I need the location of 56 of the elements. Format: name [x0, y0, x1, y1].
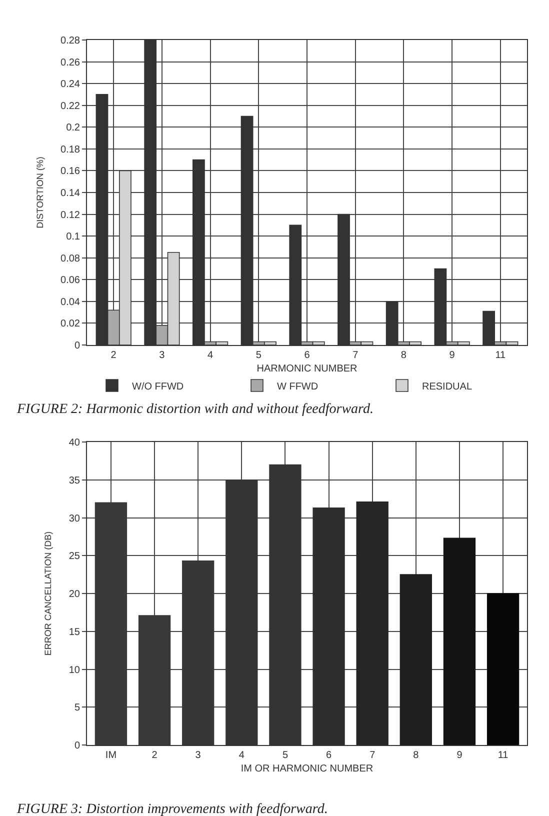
- x-tick-label: 8: [400, 350, 407, 361]
- x-tick-label: 3: [159, 350, 166, 361]
- y-tick-label: 0.08: [60, 253, 80, 264]
- y-tick-label: 0.06: [60, 275, 80, 286]
- bar: [400, 574, 432, 745]
- y-tick-label: 0: [74, 340, 80, 352]
- y-axis-title: DISTORTION (%): [34, 156, 45, 228]
- y-tick-label: 30: [68, 513, 80, 524]
- legend-label: W/O FFWD: [132, 381, 184, 392]
- y-tick-label: 0.16: [60, 166, 80, 178]
- x-tick-label: 2: [110, 350, 117, 361]
- y-tick-label: 15: [68, 626, 80, 638]
- x-tick-label: 5: [256, 350, 262, 361]
- y-tick-label: 10: [68, 664, 80, 676]
- x-tick-label: 3: [195, 750, 202, 761]
- x-tick-label: 5: [282, 750, 288, 761]
- bar: [486, 593, 520, 745]
- y-tick-label: 0.02: [60, 318, 80, 330]
- x-tick-label: 2: [152, 750, 158, 761]
- y-tick-label: 0.18: [60, 144, 80, 156]
- x-axis-title: HARMONIC NUMBER: [256, 364, 358, 374]
- x-tick-label: 6: [326, 750, 332, 761]
- x-tick-label: 4: [238, 750, 245, 761]
- bar: [356, 501, 388, 745]
- x-axis-title: IM OR HARMONIC NUMBER: [240, 764, 374, 774]
- x-tick-label: 4: [208, 350, 214, 361]
- caption: FIGURE 3: Distortion improvements with feedforward.: [16, 802, 328, 816]
- y-tick-label: 0.1: [66, 232, 80, 243]
- y-tick-label: 0.24: [60, 79, 80, 90]
- x-tick-label: 8: [413, 750, 420, 761]
- y-axis-title: ERROR CANCELLATION (DB): [43, 531, 54, 656]
- x-tick-label: IM: [105, 750, 117, 761]
- y-tick-label: 20: [68, 589, 80, 600]
- x-tick-label: 9: [456, 750, 463, 761]
- y-tick-label: 35: [68, 475, 80, 486]
- x-tick-label: 6: [304, 350, 310, 361]
- y-tick-label: 0.2: [66, 122, 80, 134]
- y-tick-label: 40: [68, 438, 80, 448]
- y-tick-label: 0.22: [60, 100, 80, 112]
- y-tick-label: 25: [68, 551, 80, 562]
- y-tick-label: 0.14: [60, 188, 80, 199]
- y-tick-label: 0: [74, 740, 80, 752]
- y-tick-label: 0.26: [60, 57, 80, 68]
- x-tick-label: 11: [498, 750, 509, 761]
- y-tick-label: 0.04: [60, 296, 80, 308]
- y-tick-label: 0.28: [60, 36, 80, 46]
- x-tick-label: 7: [352, 350, 359, 361]
- legend-label: RESIDUAL: [422, 381, 472, 392]
- caption: FIGURE 2: Harmonic distortion with and without feedforward.: [16, 402, 374, 417]
- x-tick-label: 9: [449, 350, 456, 361]
- legend-label: W FFWD: [277, 381, 318, 392]
- y-tick-label: 5: [74, 702, 80, 714]
- y-tick-label: 0.12: [60, 210, 80, 221]
- bar: [443, 538, 476, 745]
- x-tick-label: 11: [495, 350, 506, 361]
- x-tick-label: 7: [370, 750, 376, 761]
